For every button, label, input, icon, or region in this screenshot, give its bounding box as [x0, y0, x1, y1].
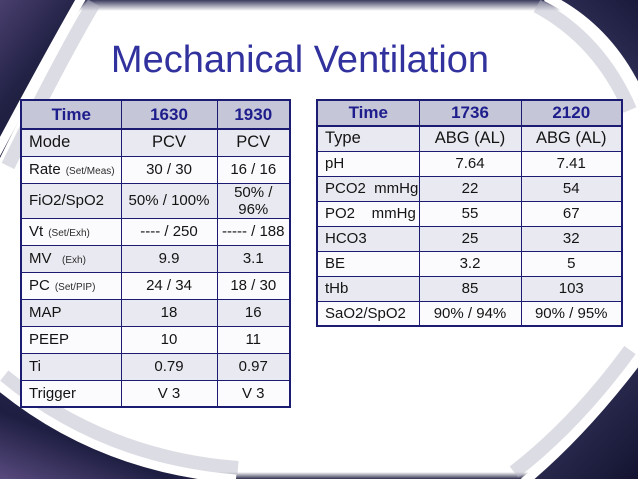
ventilator-settings-table: Time 1630 1930 Mode PCV PCV Rate (Set/Mea…: [20, 99, 291, 408]
row-label: MAP: [20, 298, 122, 327]
row-value: 5: [520, 250, 623, 277]
row-value: V 3: [120, 379, 218, 408]
table-row: PCO2 mmHg 22 54: [316, 175, 623, 202]
row-value: 50% / 100%: [120, 182, 218, 219]
table-row: Mode PCV PCV: [20, 128, 291, 157]
header-1630: 1630: [120, 99, 218, 130]
table-row: FiO2/SpO2 50% / 100% 50% / 96%: [20, 182, 291, 219]
table-row: PEEP 10 11: [20, 325, 291, 354]
row-label: Vt (Set/Exh): [20, 217, 122, 246]
row-label: FiO2/SpO2: [20, 182, 122, 219]
row-value: 3.2: [418, 250, 522, 277]
row-value: 85: [418, 275, 522, 302]
header-1736: 1736: [418, 99, 522, 127]
row-value: ----- / 188: [216, 217, 291, 246]
row-value: 90% / 94%: [418, 300, 522, 327]
slide-title: Mechanical Ventilation: [110, 39, 490, 81]
row-value: 10: [120, 325, 218, 354]
row-value: 54: [520, 175, 623, 202]
row-value: 16: [216, 298, 291, 327]
row-value: 24 / 34: [120, 271, 218, 300]
row-value: 0.79: [120, 352, 218, 381]
table-row: SaO2/SpO2 90% / 94% 90% / 95%: [316, 300, 623, 327]
table-row: Rate (Set/Meas) 30 / 30 16 / 16: [20, 155, 291, 184]
row-label: PEEP: [20, 325, 122, 354]
row-value: 25: [418, 225, 522, 252]
row-value: 18: [120, 298, 218, 327]
row-label: HCO3: [316, 225, 420, 252]
row-value: 32: [520, 225, 623, 252]
header-time: Time: [20, 99, 122, 130]
table-header-row: Time 1630 1930: [20, 99, 291, 130]
row-label: SaO2/SpO2: [316, 300, 420, 327]
row-label: PCO2 mmHg: [316, 175, 420, 202]
table-row: Trigger V 3 V 3: [20, 379, 291, 408]
header-time: Time: [316, 99, 420, 127]
row-value: 103: [520, 275, 623, 302]
header-1930: 1930: [216, 99, 291, 130]
row-value: 0.97: [216, 352, 291, 381]
row-value: ABG (AL): [520, 125, 623, 152]
row-label: MV (Exh): [20, 244, 122, 273]
row-label: Ti: [20, 352, 122, 381]
table-row: Ti 0.79 0.97: [20, 352, 291, 381]
row-label: BE: [316, 250, 420, 277]
row-value: ABG (AL): [418, 125, 522, 152]
row-value: 11: [216, 325, 291, 354]
row-value: 30 / 30: [120, 155, 218, 184]
row-value: V 3: [216, 379, 291, 408]
abg-results-table: Time 1736 2120 Type ABG (AL) ABG (AL) pH…: [316, 99, 623, 327]
row-value: PCV: [216, 128, 291, 157]
table-row: pH 7.64 7.41: [316, 150, 623, 177]
row-value: 9.9: [120, 244, 218, 273]
row-value: 55: [418, 200, 522, 227]
row-label: Type: [316, 125, 420, 152]
table-row: HCO3 25 32: [316, 225, 623, 252]
row-label: tHb: [316, 275, 420, 302]
row-value: 3.1: [216, 244, 291, 273]
row-value: 67: [520, 200, 623, 227]
header-2120: 2120: [520, 99, 623, 127]
row-value: 90% / 95%: [520, 300, 623, 327]
row-value: 7.41: [520, 150, 623, 177]
row-value: PCV: [120, 128, 218, 157]
table-row: Vt (Set/Exh) ---- / 250 ----- / 188: [20, 217, 291, 246]
row-label: pH: [316, 150, 420, 177]
table-row: MV (Exh) 9.9 3.1: [20, 244, 291, 273]
row-value: 50% / 96%: [216, 182, 291, 219]
row-label: Rate (Set/Meas): [20, 155, 122, 184]
table-row: PO2 mmHg 55 67: [316, 200, 623, 227]
table-row: Type ABG (AL) ABG (AL): [316, 125, 623, 152]
table-header-row: Time 1736 2120: [316, 99, 623, 127]
table-row: MAP 18 16: [20, 298, 291, 327]
table-row: PC (Set/PIP) 24 / 34 18 / 30: [20, 271, 291, 300]
row-label: PC (Set/PIP): [20, 271, 122, 300]
row-value: 16 / 16: [216, 155, 291, 184]
row-label: PO2 mmHg: [316, 200, 420, 227]
row-label: Trigger: [20, 379, 122, 408]
row-value: 18 / 30: [216, 271, 291, 300]
row-value: 22: [418, 175, 522, 202]
table-row: tHb 85 103: [316, 275, 623, 302]
table-row: BE 3.2 5: [316, 250, 623, 277]
row-value: 7.64: [418, 150, 522, 177]
row-value: ---- / 250: [120, 217, 218, 246]
row-label: Mode: [20, 128, 122, 157]
